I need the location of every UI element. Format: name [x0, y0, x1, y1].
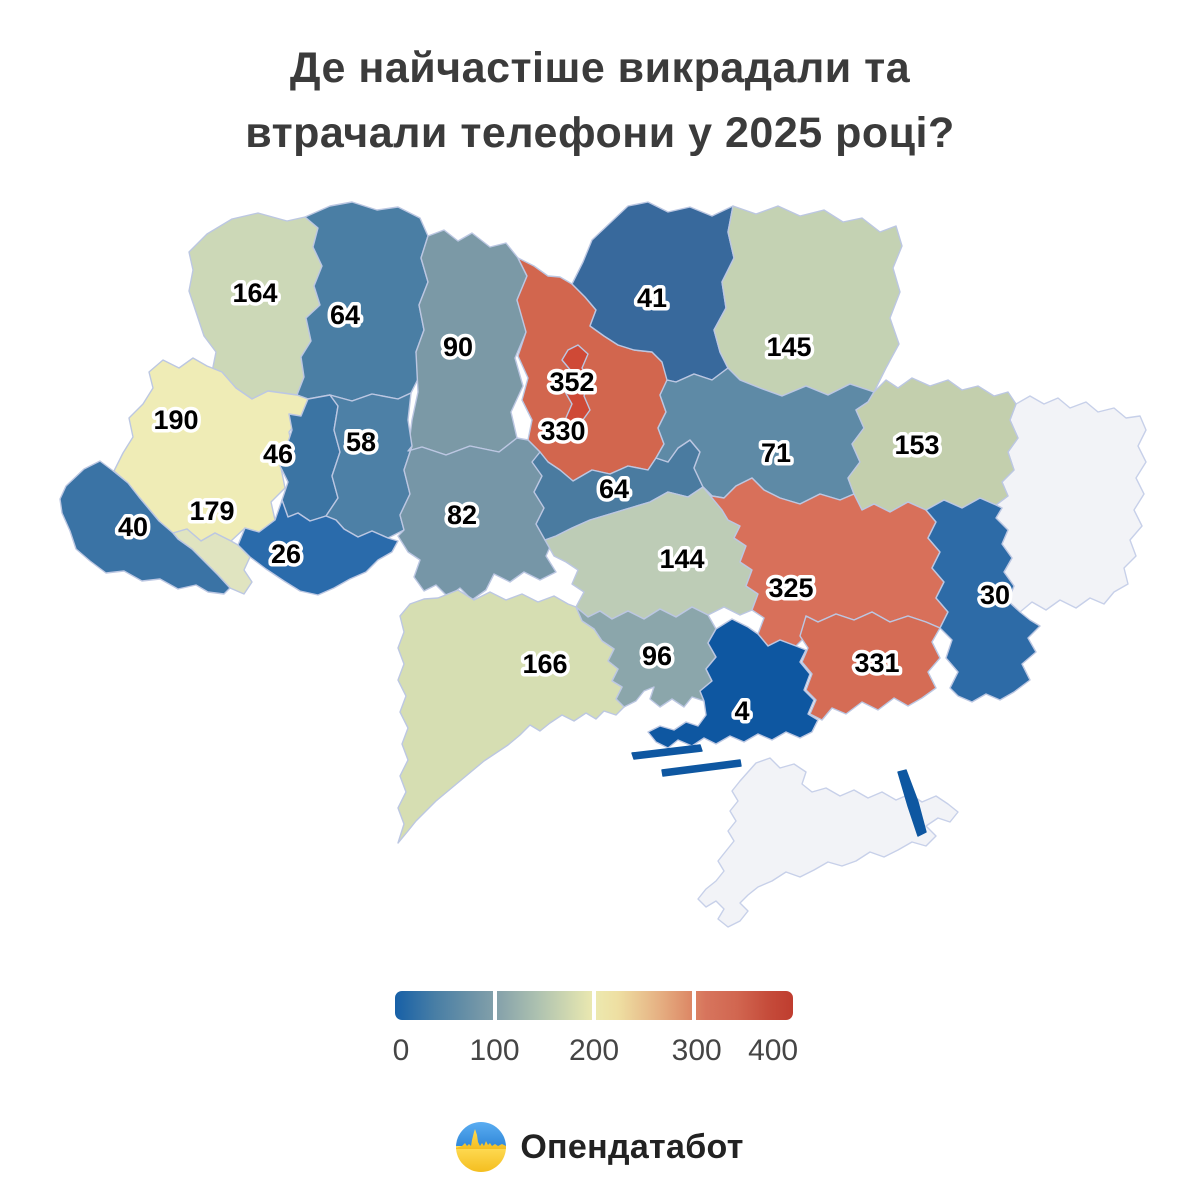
page-title: Де найчастіше викрадали та втрачали теле… — [0, 36, 1200, 165]
legend-tick: 300 — [671, 1034, 722, 1067]
region-value-label-kyiv_city: 352 — [549, 367, 594, 397]
region-value-label-donetsk: 30 — [980, 580, 1010, 610]
region-luhansk[interactable] — [995, 395, 1147, 613]
legend-segment-gap — [492, 991, 497, 1020]
region-chernivtsi[interactable] — [237, 499, 399, 596]
region-value-label-sumy: 145 — [766, 332, 811, 362]
region-value-label-cherkasy: 64 — [599, 474, 629, 504]
region-value-label-chernivtsi: 26 — [271, 539, 301, 569]
region-odesa[interactable] — [397, 589, 625, 844]
title-line-1: Де найчастіше викрадали та — [289, 44, 911, 92]
region-crimea[interactable] — [697, 757, 959, 928]
region-value-label-ivano_frankivsk: 179 — [189, 496, 234, 526]
legend-segment-gap — [592, 991, 596, 1020]
region-khmelnytskyi[interactable] — [325, 392, 413, 539]
region-zaporizhzhia[interactable] — [799, 611, 941, 721]
opendatabot-logo-icon — [456, 1122, 507, 1172]
region-value-label-kharkiv: 153 — [894, 430, 939, 460]
title-line-2: втрачали телефони у 2025 році? — [245, 108, 955, 157]
region-value-label-zhytomyr: 90 — [443, 332, 473, 362]
legend-tick: 400 — [748, 1034, 799, 1067]
legend-tick-labels: 0 100 200 300 400 — [392, 1034, 799, 1070]
region-value-label-vinnytsia: 82 — [447, 500, 477, 530]
legend-segment-gap — [691, 991, 696, 1020]
legend-tick: 100 — [469, 1034, 520, 1067]
region-value-label-kherson: 4 — [734, 696, 749, 726]
region-value-label-zakarpattia: 40 — [118, 512, 148, 542]
region-value-label-lviv: 190 — [153, 405, 198, 435]
region-value-label-chernihiv: 41 — [637, 283, 667, 313]
brand-name: Опендатабот — [520, 1127, 744, 1166]
kherson-spit-3 — [897, 769, 927, 837]
region-value-label-volyn: 164 — [232, 278, 277, 308]
region-kharkiv[interactable] — [847, 377, 1019, 513]
region-value-label-khmelnytskyi: 58 — [346, 427, 376, 457]
legend-colorbar — [395, 991, 793, 1020]
region-value-label-zaporizhzhia: 331 — [854, 648, 899, 678]
region-donetsk[interactable] — [925, 497, 1041, 703]
region-value-label-dnipro: 325 — [768, 573, 813, 603]
kherson-spit-2 — [661, 759, 742, 777]
region-kyiv_city[interactable] — [561, 344, 591, 433]
region-value-label-kyiv_oblast: 330 — [540, 416, 585, 446]
legend-tick: 0 — [392, 1034, 410, 1067]
legend-tick: 200 — [568, 1034, 620, 1067]
region-value-label-mykolaiv: 96 — [642, 641, 672, 671]
region-vinnytsia[interactable] — [397, 437, 557, 601]
footer-brand: Опендатабот — [0, 1122, 1200, 1172]
region-zakarpattia[interactable] — [59, 460, 231, 595]
region-value-label-ternopil: 46 — [263, 439, 293, 469]
region-value-label-rivne: 64 — [330, 300, 360, 330]
region-value-label-odesa: 166 — [522, 649, 567, 679]
region-kherson[interactable] — [647, 618, 819, 749]
region-value-label-poltava: 71 — [761, 438, 791, 468]
region-value-label-kirovohrad: 144 — [659, 544, 704, 574]
region-sumy[interactable] — [713, 205, 903, 397]
kherson-spit-1 — [631, 744, 703, 760]
